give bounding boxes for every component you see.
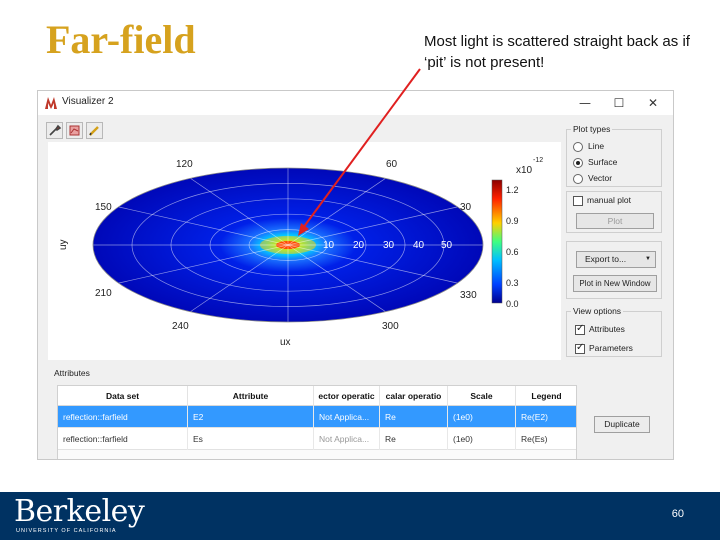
angle-label-30: 30: [460, 202, 472, 213]
cell-legend: Re(Es): [516, 428, 576, 450]
callout-text: Most light is scattered straight back as…: [424, 33, 690, 71]
window-title: Visualizer 2: [62, 96, 114, 107]
chart-icon[interactable]: [66, 122, 83, 139]
export-to-label: Export to...: [585, 254, 627, 264]
radial-label-10: 10: [323, 240, 335, 251]
slide-title: Far-field: [46, 17, 196, 62]
cell-legend: Re(E2): [516, 406, 576, 428]
wrench-icon[interactable]: [46, 122, 63, 139]
cell-attribute: Es: [188, 428, 314, 450]
table-row[interactable]: reflection::farfield Es Not Applica... R…: [58, 428, 576, 450]
colorbar-tick-1.2: 1.2: [506, 185, 519, 195]
colorbar-scale-label: x10: [516, 165, 533, 176]
attributes-panel: Attributes Data set Attribute ector oper…: [48, 363, 663, 459]
plot-area: 120 60 150 30 210 330 240 300 10 20 30 4…: [48, 142, 561, 360]
app-icon: [45, 97, 57, 109]
table-row-partial[interactable]: [58, 450, 576, 459]
column-header-scale[interactable]: Scale: [448, 386, 516, 406]
view-options-title: View options: [571, 306, 624, 316]
plot-types-title: Plot types: [571, 124, 613, 134]
radial-label-40: 40: [413, 240, 425, 251]
plot-new-window-button[interactable]: Plot in New Window: [573, 275, 657, 292]
maximize-button[interactable]: ☐: [613, 96, 625, 110]
polar-spoke-120: [189, 177, 387, 313]
minimize-button[interactable]: —: [579, 96, 591, 110]
cell-data-set: reflection::farfield: [58, 406, 188, 428]
table-row[interactable]: reflection::farfield E2 Not Applica... R…: [58, 406, 576, 428]
colorbar-tick-0.9: 0.9: [506, 216, 519, 226]
radio-line-label: Line: [588, 141, 605, 151]
plot-button[interactable]: Plot: [576, 213, 654, 229]
radial-label-50: 50: [441, 240, 453, 251]
radio-surface-circle[interactable]: [573, 158, 583, 168]
pencil-icon[interactable]: [86, 122, 103, 139]
angle-label-120: 120: [176, 159, 193, 170]
angle-label-150: 150: [95, 202, 112, 213]
column-header-data-set[interactable]: Data set: [58, 386, 188, 406]
colorbar: [491, 179, 503, 304]
radio-vector-circle[interactable]: [573, 174, 583, 184]
radial-label-20: 20: [353, 240, 365, 251]
manual-plot-group: manual plot Plot: [566, 191, 662, 233]
cell-scalar-operation: Re: [380, 428, 448, 450]
angle-label-60: 60: [386, 159, 398, 170]
column-header-attribute[interactable]: Attribute: [188, 386, 314, 406]
radio-surface-label: Surface: [588, 157, 618, 167]
angle-label-330: 330: [460, 290, 477, 301]
column-header-legend[interactable]: Legend: [516, 386, 576, 406]
polar-outline: [92, 167, 484, 323]
colorbar-tick-0.3: 0.3: [506, 278, 519, 288]
attributes-checkbox[interactable]: [575, 323, 585, 335]
angle-label-300: 300: [382, 321, 399, 332]
export-to-button[interactable]: Export to... ▼: [576, 251, 656, 268]
attributes-table: Data set Attribute ector operatic calar …: [57, 385, 577, 459]
export-group: Export to... ▼ Plot in New Window: [566, 241, 662, 299]
page-number: 60: [671, 508, 684, 520]
berkeley-logo: Berkeley: [14, 494, 145, 529]
colorbar-exponent: -12: [533, 157, 543, 164]
column-header-scalar-operation[interactable]: calar operatio: [380, 386, 448, 406]
duplicate-button[interactable]: Duplicate: [594, 416, 650, 433]
radio-line-circle[interactable]: [573, 142, 583, 152]
angle-label-240: 240: [172, 321, 189, 332]
column-header-vector-operation[interactable]: ector operatic: [314, 386, 380, 406]
colorbar-tick-0.0: 0.0: [506, 299, 519, 309]
dropdown-arrow-icon: ▼: [645, 256, 651, 262]
cell-vector-operation: Not Applica...: [314, 428, 380, 450]
cell-attribute: E2: [188, 406, 314, 428]
footer-bar: Berkeley UNIVERSITY OF CALIFORNIA 60: [0, 492, 720, 540]
cell-scale: (1e0): [448, 428, 516, 450]
visualizer-window: Visualizer 2 — ☐ ✕: [37, 90, 674, 460]
manual-plot-checkbox[interactable]: [573, 196, 583, 206]
x-axis-label: ux: [280, 337, 291, 348]
cell-scalar-operation: Re: [380, 406, 448, 428]
plot-types-group: Plot types Line Surface Vector: [566, 124, 662, 187]
radio-vector-label: Vector: [588, 173, 613, 183]
cell-data-set: reflection::farfield: [58, 428, 188, 450]
radial-label-30: 30: [383, 240, 395, 251]
parameters-checkbox[interactable]: [575, 342, 585, 354]
view-options-group: View options Attributes Parameters: [566, 306, 662, 357]
cell-scale: (1e0): [448, 406, 516, 428]
y-axis-label: uy: [58, 239, 69, 250]
parameters-checkbox-label: Parameters: [589, 343, 633, 353]
close-button[interactable]: ✕: [647, 96, 659, 110]
attributes-label: Attributes: [54, 368, 90, 378]
berkeley-logo-subtext: UNIVERSITY OF CALIFORNIA: [16, 528, 117, 534]
window-titlebar: Visualizer 2 — ☐ ✕: [38, 91, 673, 115]
cell-vector-operation: Not Applica...: [314, 406, 380, 428]
manual-plot-label: manual plot: [587, 195, 631, 205]
angle-label-210: 210: [95, 288, 112, 299]
colorbar-tick-0.6: 0.6: [506, 247, 519, 257]
attributes-checkbox-label: Attributes: [589, 324, 625, 334]
table-header: Data set Attribute ector operatic calar …: [58, 386, 576, 406]
